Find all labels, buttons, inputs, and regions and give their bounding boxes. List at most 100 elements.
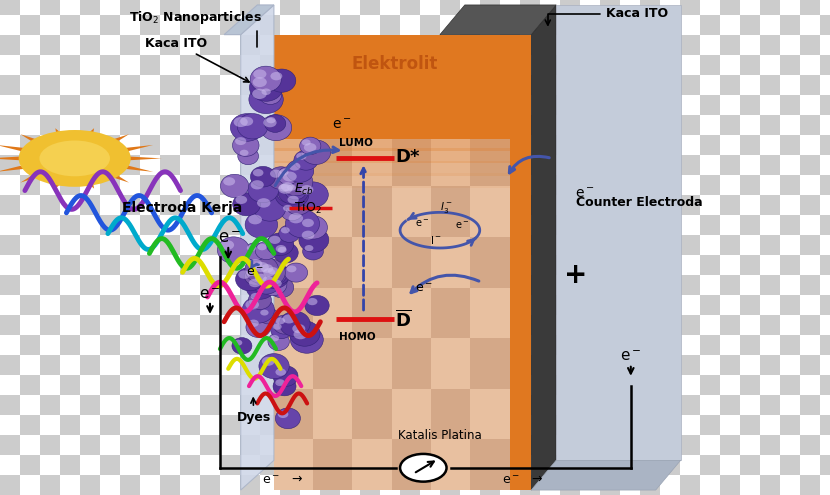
Bar xyxy=(460,435,480,455)
Bar xyxy=(320,455,340,475)
Bar xyxy=(40,215,60,235)
Polygon shape xyxy=(531,5,556,490)
Bar xyxy=(200,435,220,455)
Bar xyxy=(580,395,600,415)
Ellipse shape xyxy=(286,159,314,182)
Bar xyxy=(620,475,640,495)
Bar xyxy=(160,375,180,395)
Bar xyxy=(0,0,20,15)
Bar xyxy=(440,95,460,115)
Bar xyxy=(160,315,180,335)
Bar xyxy=(40,335,60,355)
Bar xyxy=(560,275,580,295)
Bar xyxy=(220,415,240,435)
Bar xyxy=(540,135,560,155)
Bar xyxy=(520,235,540,255)
Bar xyxy=(300,0,320,15)
Bar xyxy=(340,395,360,415)
Text: Electroda Kerja: Electroda Kerja xyxy=(123,201,242,215)
Polygon shape xyxy=(56,175,70,189)
Bar xyxy=(680,0,700,15)
Bar xyxy=(340,0,360,15)
Bar xyxy=(740,35,760,55)
Bar xyxy=(340,315,360,335)
Ellipse shape xyxy=(276,245,286,252)
Polygon shape xyxy=(510,35,531,490)
Bar xyxy=(680,355,700,375)
Ellipse shape xyxy=(221,174,249,198)
Bar xyxy=(300,335,320,355)
Ellipse shape xyxy=(238,270,251,279)
Bar xyxy=(620,0,640,15)
Bar xyxy=(160,335,180,355)
Bar xyxy=(320,0,340,15)
Bar xyxy=(560,255,580,275)
Ellipse shape xyxy=(246,300,259,309)
Bar xyxy=(560,455,580,475)
Ellipse shape xyxy=(289,162,300,171)
Bar xyxy=(60,155,80,175)
Ellipse shape xyxy=(261,357,275,366)
Bar xyxy=(40,135,60,155)
Bar xyxy=(660,55,680,75)
Ellipse shape xyxy=(253,169,263,176)
Bar xyxy=(420,195,440,215)
Bar xyxy=(392,237,431,288)
Bar xyxy=(340,335,360,355)
Bar xyxy=(580,375,600,395)
Bar xyxy=(300,375,320,395)
Bar xyxy=(120,155,140,175)
Bar xyxy=(420,135,440,155)
Bar xyxy=(80,0,100,15)
Bar xyxy=(440,475,460,495)
Bar xyxy=(480,455,500,475)
Bar xyxy=(500,215,520,235)
Bar xyxy=(560,235,580,255)
Bar xyxy=(120,175,140,195)
Bar xyxy=(540,475,560,495)
Bar xyxy=(280,75,300,95)
Bar xyxy=(360,95,380,115)
Text: e$^-$  $\rightarrow$: e$^-$ $\rightarrow$ xyxy=(502,474,544,487)
Bar xyxy=(260,435,280,455)
Bar xyxy=(300,415,320,435)
Bar xyxy=(0,335,20,355)
Bar xyxy=(100,375,120,395)
Bar xyxy=(380,75,400,95)
Bar xyxy=(0,215,20,235)
Bar xyxy=(80,215,100,235)
Bar xyxy=(720,255,740,275)
Bar xyxy=(720,295,740,315)
Bar xyxy=(800,355,820,375)
Bar xyxy=(580,135,600,155)
Bar xyxy=(160,455,180,475)
Bar xyxy=(220,55,240,75)
Ellipse shape xyxy=(251,180,264,190)
Bar xyxy=(260,395,280,415)
Bar xyxy=(160,395,180,415)
Bar xyxy=(200,115,220,135)
Bar xyxy=(520,95,540,115)
Bar xyxy=(800,315,820,335)
Bar xyxy=(820,435,830,455)
Bar xyxy=(680,55,700,75)
Bar xyxy=(720,355,740,375)
Bar xyxy=(760,95,780,115)
Bar xyxy=(60,315,80,335)
Bar xyxy=(120,395,140,415)
Bar xyxy=(180,95,200,115)
Bar xyxy=(240,15,260,35)
Bar xyxy=(340,15,360,35)
Bar xyxy=(360,275,380,295)
Bar xyxy=(80,235,100,255)
Bar xyxy=(480,295,500,315)
Bar xyxy=(313,136,353,187)
Polygon shape xyxy=(100,171,129,183)
Bar xyxy=(480,15,500,35)
Bar xyxy=(660,335,680,355)
Bar xyxy=(431,85,471,136)
Ellipse shape xyxy=(234,340,242,346)
Bar xyxy=(680,235,700,255)
Ellipse shape xyxy=(297,182,329,207)
Bar xyxy=(300,15,320,35)
